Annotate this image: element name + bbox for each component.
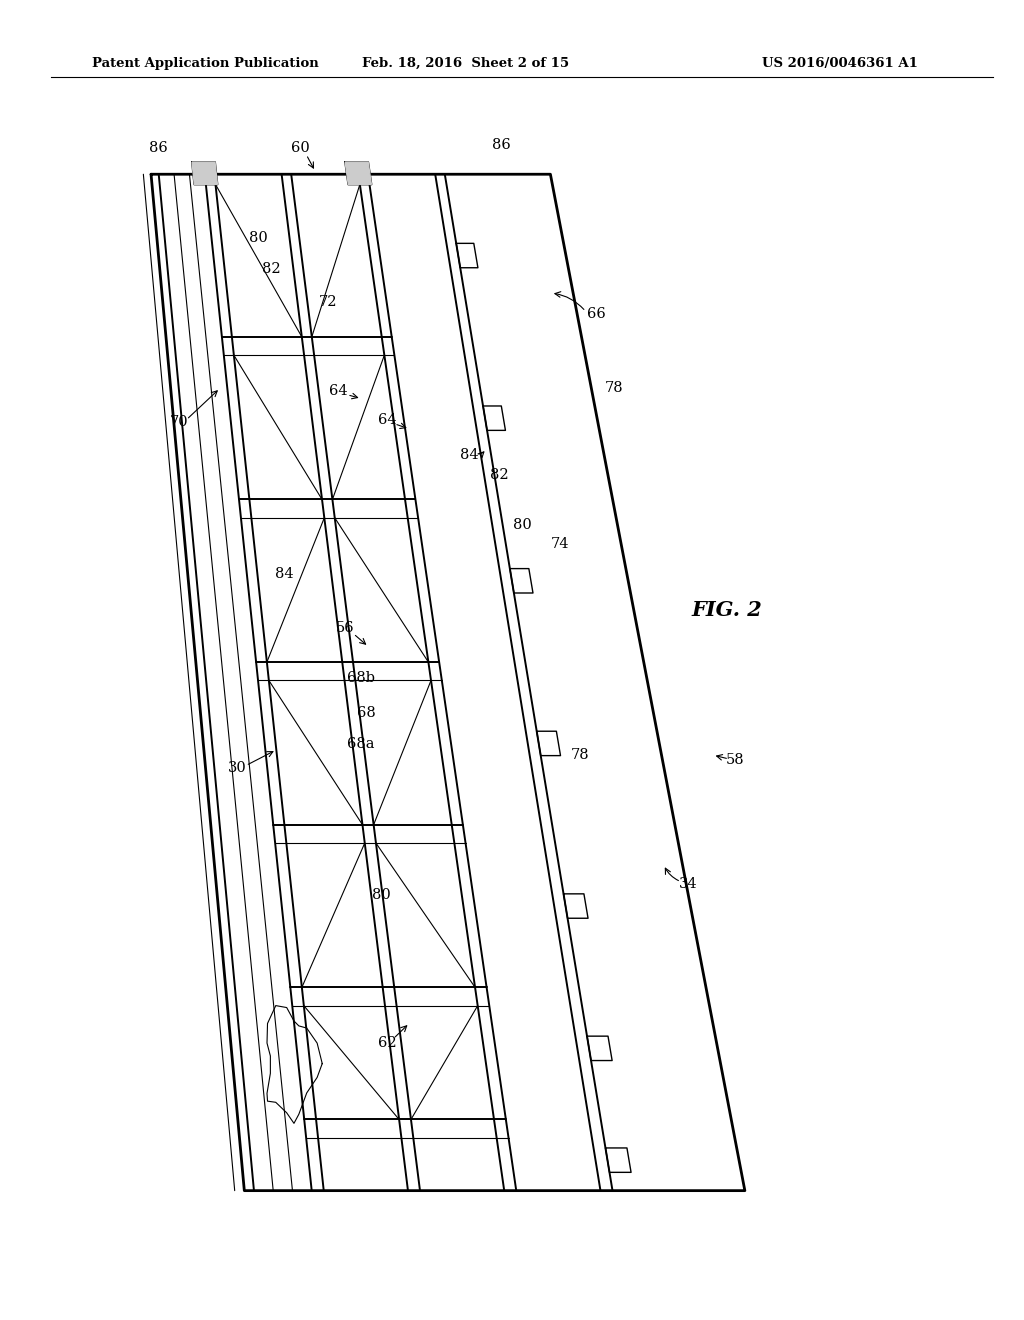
Text: 56: 56 <box>336 622 354 635</box>
Text: 82: 82 <box>490 469 509 482</box>
Text: Patent Application Publication: Patent Application Publication <box>92 57 318 70</box>
Text: 62: 62 <box>378 1036 396 1049</box>
Polygon shape <box>345 162 372 185</box>
Text: 34: 34 <box>679 878 697 891</box>
Text: 80: 80 <box>249 231 267 244</box>
Text: 64: 64 <box>329 384 347 397</box>
Polygon shape <box>193 162 217 185</box>
Text: Feb. 18, 2016  Sheet 2 of 15: Feb. 18, 2016 Sheet 2 of 15 <box>362 57 569 70</box>
Text: 86: 86 <box>493 139 511 152</box>
Text: 58: 58 <box>726 754 744 767</box>
Text: 30: 30 <box>228 762 247 775</box>
Text: 66: 66 <box>587 308 605 321</box>
Text: 82: 82 <box>262 263 281 276</box>
Text: US 2016/0046361 A1: US 2016/0046361 A1 <box>762 57 918 70</box>
Text: 80: 80 <box>372 888 390 902</box>
Text: FIG. 2: FIG. 2 <box>691 599 763 620</box>
Text: 84: 84 <box>460 449 478 462</box>
Text: 60: 60 <box>291 141 309 154</box>
Text: 86: 86 <box>150 141 168 154</box>
Text: 78: 78 <box>570 748 589 762</box>
Text: 64: 64 <box>378 413 396 426</box>
Text: 78: 78 <box>605 381 624 395</box>
Text: 74: 74 <box>551 537 569 550</box>
Text: 68b: 68b <box>347 672 376 685</box>
Text: 84: 84 <box>275 568 294 581</box>
Text: 80: 80 <box>513 519 531 532</box>
Text: 70: 70 <box>170 416 188 429</box>
Text: 68: 68 <box>357 706 376 719</box>
Text: 72: 72 <box>318 296 337 309</box>
Text: 68a: 68a <box>347 738 374 751</box>
